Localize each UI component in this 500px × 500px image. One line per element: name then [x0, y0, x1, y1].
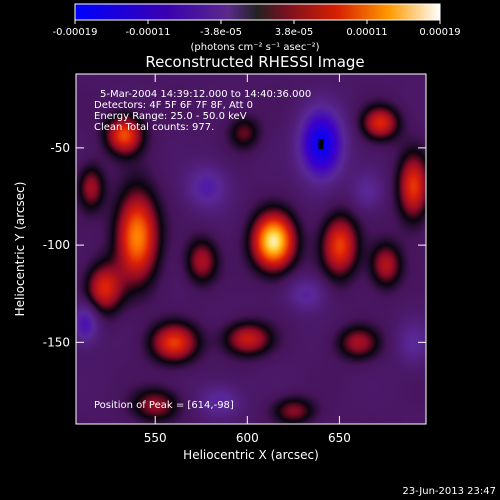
x-axis: 550 600 650	[144, 74, 351, 445]
y-tick-label: -50	[50, 141, 70, 155]
colorbar	[74, 3, 441, 21]
x-tick-label: 550	[144, 431, 167, 445]
footer-timestamp: 23-Jun-2013 23:47	[402, 486, 496, 497]
observation-info: 5-Mar-2004 14:39:12.000 to 14:40:36.000D…	[94, 89, 311, 133]
peak-position-text: Position of Peak = [614,-98]	[94, 400, 234, 411]
colorbar-units-label: (photons cm⁻² s⁻¹ asec⁻²)	[190, 42, 319, 53]
x-tick-label: 650	[328, 431, 351, 445]
y-tick-label: -100	[43, 238, 70, 252]
y-axis: -50 -100 -150	[43, 141, 426, 349]
y-tick-label: -150	[43, 335, 70, 349]
image-container	[76, 74, 426, 424]
colorbar-tick-label: -0.00011	[126, 27, 171, 38]
colorbar-ticks: -0.00019 -0.00011 -3.8e-05 3.8e-05 0.00011 0.…	[53, 20, 461, 38]
peak-marker	[318, 139, 324, 149]
plot-frame	[75, 73, 427, 425]
y-axis-label: Heliocentric Y (arcsec)	[13, 182, 27, 317]
x-axis-label: Heliocentric X (arcsec)	[183, 448, 319, 462]
chart-title: Reconstructed RHESSI Image	[145, 53, 364, 71]
colorbar-tick-label: 3.8e-05	[275, 27, 313, 38]
heatmap-image	[76, 74, 426, 424]
colorbar-tick-label: 0.00019	[419, 27, 460, 38]
info-line: 5-Mar-2004 14:39:12.000 to 14:40:36.000	[100, 89, 311, 100]
x-tick-label: 600	[236, 431, 259, 445]
colorbar-tick-label: -0.00019	[53, 27, 98, 38]
info-line: Detectors: 4F 5F 6F 7F 8F, Att 0	[94, 100, 253, 111]
info-line: Energy Range: 25.0 - 50.0 keV	[94, 111, 247, 122]
colorbar-tick-label: 0.00011	[346, 27, 387, 38]
colorbar-tick-label: -3.8e-05	[200, 27, 242, 38]
info-line: Clean Total counts: 977.	[94, 122, 214, 133]
